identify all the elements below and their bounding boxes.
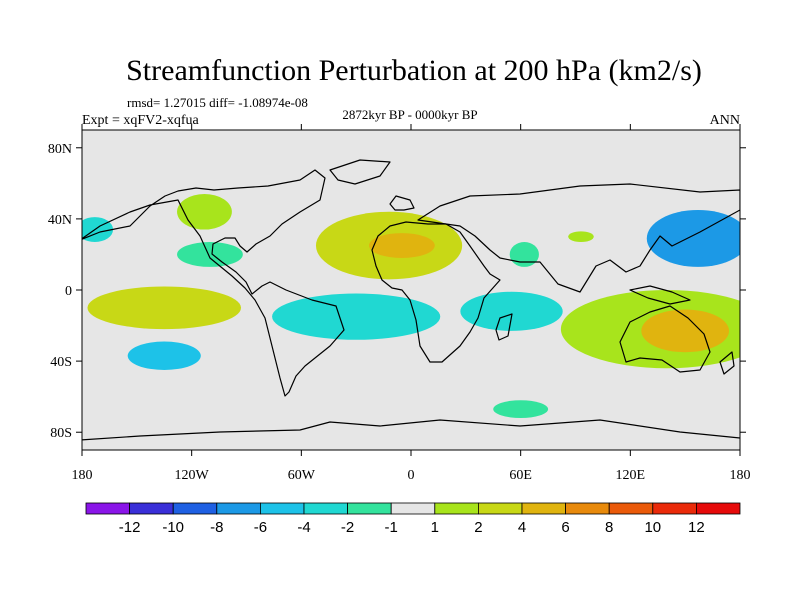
- anomaly-patch-5: [177, 242, 243, 267]
- colorbar-label: 10: [644, 519, 661, 536]
- madagascar-coastline: [495, 313, 513, 341]
- indonesia-coastline: [629, 285, 691, 305]
- lon-tick-label: 0: [408, 468, 415, 483]
- anomaly-patch-12: [460, 291, 563, 331]
- uk-coastline: [389, 195, 415, 211]
- new-zealand-coastline: [719, 351, 735, 375]
- anomaly-patch-15: [493, 400, 549, 418]
- anomaly-patch-7: [509, 242, 539, 267]
- lon-tick-label: 120E: [616, 468, 646, 483]
- colorbar-swatch: [608, 502, 654, 515]
- lon-tick-label: 180: [72, 468, 93, 483]
- colorbar-swatch: [521, 502, 566, 515]
- colorbar-swatch: [259, 502, 305, 515]
- lat-tick-label: 80N: [48, 142, 72, 157]
- coastlines: [82, 159, 740, 441]
- colorbar-label: -12: [119, 519, 141, 536]
- colorbar-swatch: [347, 502, 392, 515]
- lon-tick-label: 60E: [509, 468, 532, 483]
- colorbar-label: -10: [162, 519, 184, 536]
- lat-tick-label: 40N: [48, 213, 72, 228]
- colorbar-swatch: [129, 502, 174, 515]
- chart-title: Streamfunction Perturbation at 200 hPa (…: [126, 54, 702, 87]
- colorbar-label: 12: [688, 519, 705, 536]
- anomaly-patch-11: [272, 293, 441, 340]
- africa-coastline: [371, 221, 501, 363]
- anomaly-patch-3: [368, 233, 435, 258]
- colorbar: -12 -10 -8 -6 -4 -2 -1 1 2 4 6 8 10 12: [85, 502, 741, 536]
- colorbar-swatch: [85, 502, 130, 515]
- colorbar-label: 4: [518, 519, 526, 536]
- colorbar-label: -2: [341, 519, 354, 536]
- colorbar-label: 1: [431, 519, 439, 536]
- axis-layer: 180 120W 60W 0 60E 120E 180 80N 40N 0 40S 80S: [48, 124, 751, 483]
- colorbar-swatch: [390, 502, 436, 515]
- colorbar-swatch: [434, 502, 479, 515]
- colorbar-label: -1: [385, 519, 398, 536]
- lon-tick-label: 60W: [288, 468, 316, 483]
- colorbar-label: -6: [254, 519, 267, 536]
- anomaly-patch-4: [177, 194, 232, 230]
- anomaly-patch-9: [87, 286, 242, 330]
- experiment-label: Expt = xqFV2-xqfua: [82, 113, 200, 128]
- anomaly-patch-10: [127, 341, 201, 370]
- lon-tick-label: 180: [730, 468, 751, 483]
- lat-tick-label: 40S: [50, 355, 72, 370]
- americas-coastline: [82, 169, 345, 397]
- colorbar-swatch: [303, 502, 348, 515]
- greenland-coastline: [329, 159, 391, 185]
- lat-tick-label: 80S: [50, 426, 72, 441]
- colorbar-label: 6: [561, 519, 569, 536]
- map-field: [82, 130, 740, 450]
- eurasia-coastline: [417, 183, 740, 293]
- colorbar-swatch: [172, 502, 218, 515]
- colorbar-label: -4: [297, 519, 310, 536]
- lon-tick-label: 120W: [175, 468, 210, 483]
- colorbar-label: 8: [605, 519, 613, 536]
- antarctica-coastline: [82, 419, 740, 441]
- australia-coastline: [619, 305, 711, 373]
- colorbar-swatch: [477, 502, 523, 515]
- season-label: ANN: [710, 113, 740, 128]
- period-label: 2872kyr BP - 0000kyr BP: [342, 107, 477, 122]
- stats-label: rmsd= 1.27015 diff= -1.08974e-08: [127, 95, 308, 110]
- colorbar-label: -8: [210, 519, 223, 536]
- colorbar-label: 2: [474, 519, 482, 536]
- colorbar-swatch: [696, 502, 741, 515]
- colorbar-swatch: [565, 502, 610, 515]
- colorbar-swatch: [652, 502, 697, 515]
- anomaly-patch-8: [568, 231, 594, 243]
- colorbar-swatch: [216, 502, 261, 515]
- lat-tick-label: 0: [65, 284, 72, 299]
